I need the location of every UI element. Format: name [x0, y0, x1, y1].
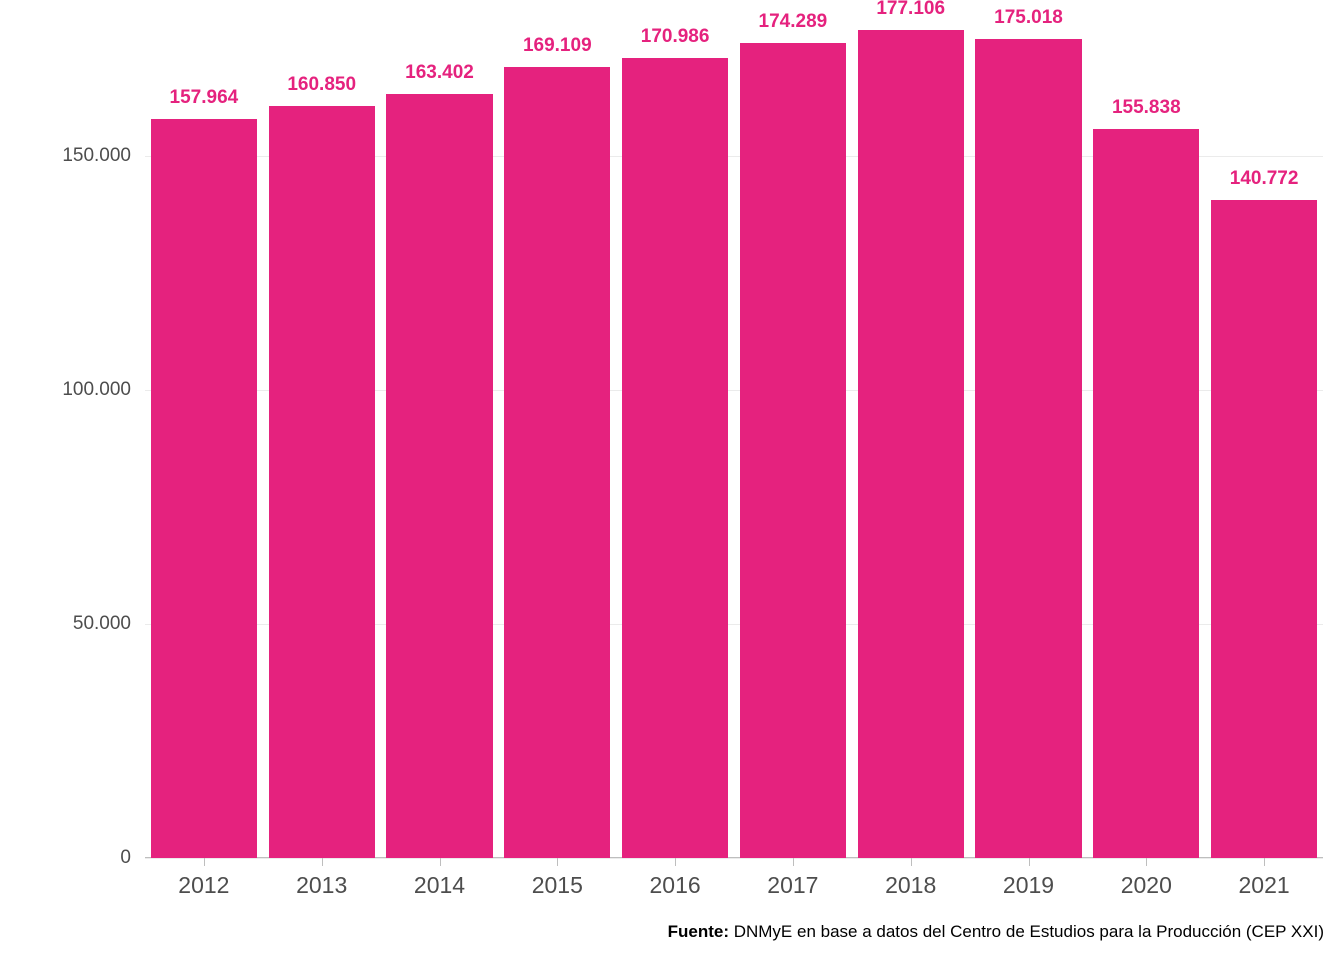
ytick-label: 50.000: [73, 613, 145, 635]
xtick: [793, 858, 794, 866]
xtick-label: 2021: [1239, 872, 1290, 899]
bar-value-label: 175.018: [922, 7, 1134, 29]
xtick-label: 2020: [1121, 872, 1172, 899]
bar: 175.018: [975, 39, 1081, 858]
ytick-label: 0: [120, 847, 145, 869]
bar: 170.986: [622, 58, 728, 858]
bar: 155.838: [1093, 129, 1199, 858]
xtick-label: 2014: [414, 872, 465, 899]
bar: 177.106: [858, 30, 964, 858]
bar: 174.289: [740, 43, 846, 858]
xtick-label: 2018: [885, 872, 936, 899]
bar-value-label: 155.838: [1040, 97, 1252, 119]
xtick: [675, 858, 676, 866]
xtick: [911, 858, 912, 866]
bar-value-label: 140.772: [1158, 168, 1344, 190]
xtick: [204, 858, 205, 866]
xtick-label: 2019: [1003, 872, 1054, 899]
chart-footer: Fuente: DNMyE en base a datos del Centro…: [668, 922, 1324, 942]
xtick: [1264, 858, 1265, 866]
xtick: [1146, 858, 1147, 866]
xtick: [322, 858, 323, 866]
bar: 140.772: [1211, 200, 1317, 859]
ytick-label: 100.000: [62, 379, 145, 401]
bar: 163.402: [386, 94, 492, 858]
x-axis: 2012 2013 2014 2015 2016 2017 2018 2019 2020 2021: [145, 858, 1323, 908]
xtick-label: 2012: [178, 872, 229, 899]
footer-prefix: Fuente:: [668, 922, 734, 941]
bar-chart: 0 50.000 100.000 150.000 157.964160.850163.4…: [0, 0, 1344, 960]
xtick-label: 2013: [296, 872, 347, 899]
bar: 160.850: [269, 106, 375, 858]
xtick: [440, 858, 441, 866]
xtick-label: 2017: [767, 872, 818, 899]
xtick-label: 2015: [532, 872, 583, 899]
plot-area: 050.000100.000150.000157.964160.850163.4…: [145, 16, 1323, 858]
bar: 157.964: [151, 119, 257, 858]
xtick: [557, 858, 558, 866]
xtick-label: 2016: [650, 872, 701, 899]
xtick: [1029, 858, 1030, 866]
footer-text: DNMyE en base a datos del Centro de Estu…: [734, 922, 1324, 941]
ytick-label: 150.000: [62, 145, 145, 167]
bar: 169.109: [504, 67, 610, 858]
